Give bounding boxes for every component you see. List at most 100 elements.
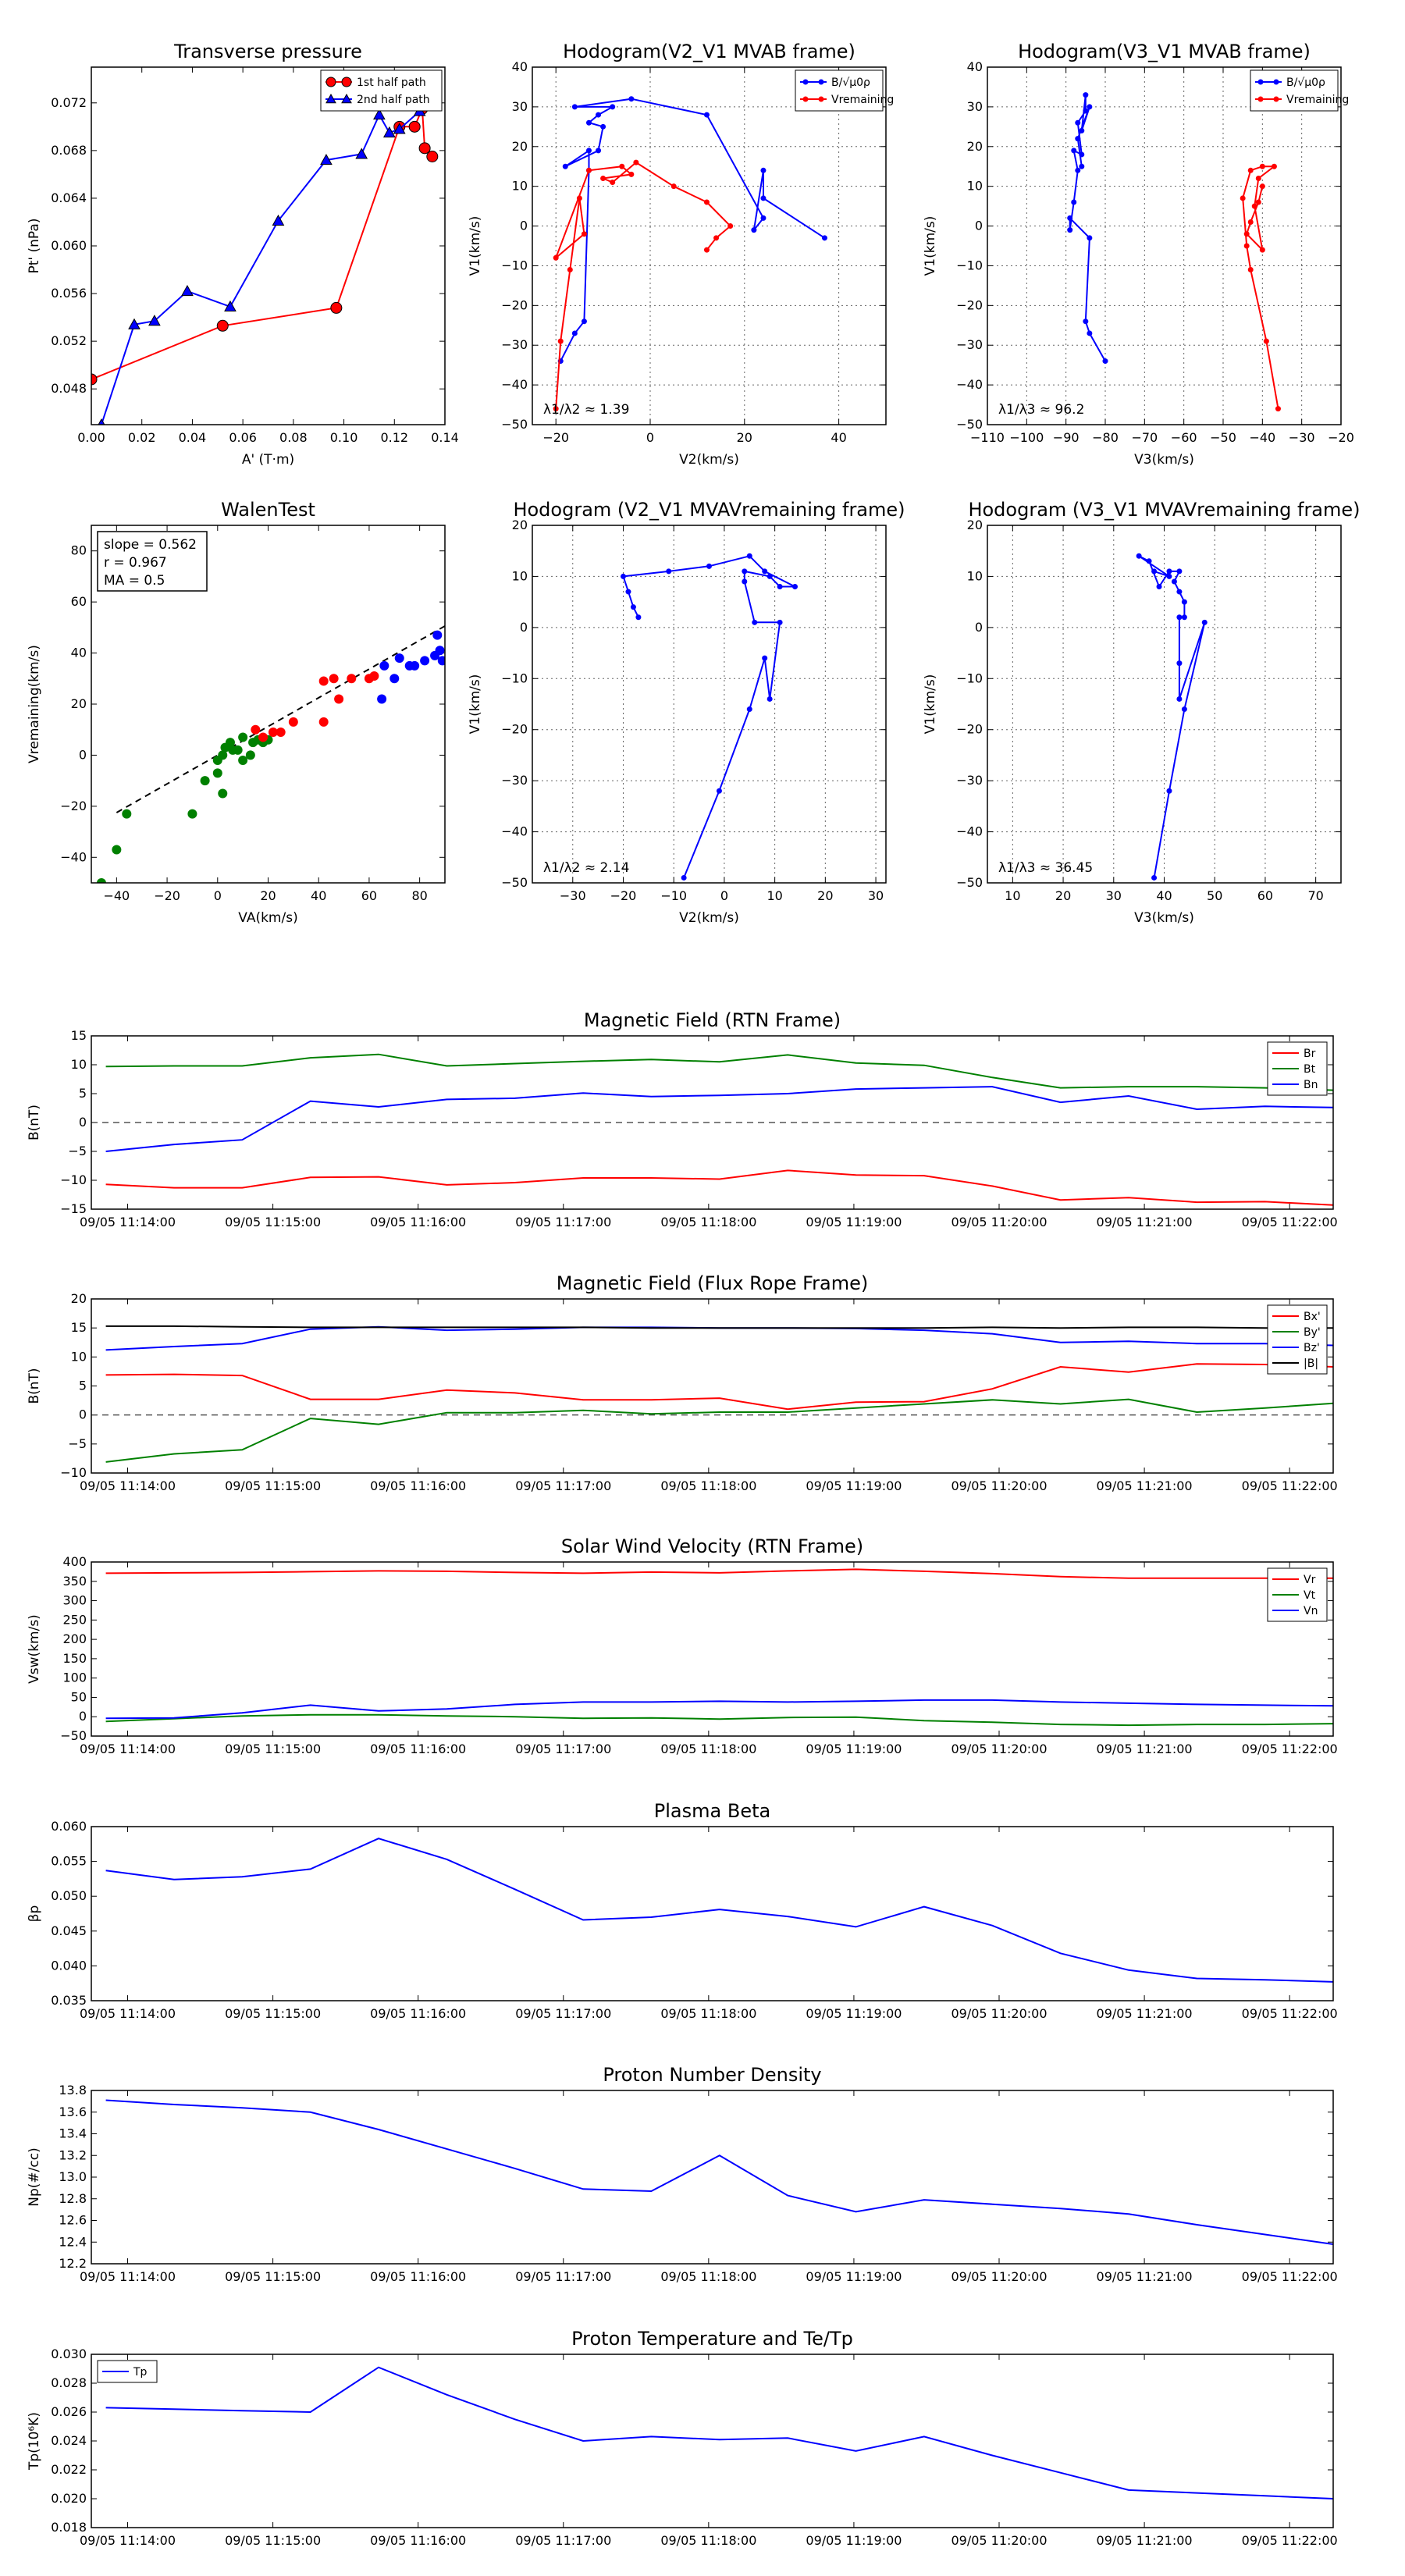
series-point [1087, 104, 1093, 110]
y-tick-label: −20 [60, 799, 87, 813]
chart-hodoR21: −30 −20 −10 0 10 20 30−50−40−30−20−1001020Hodo… [468, 499, 905, 926]
legend-marker [818, 96, 824, 102]
y-tick-label: 15 [71, 1028, 87, 1043]
y-tick-label: 12.8 [59, 2191, 87, 2206]
series-point [762, 655, 768, 661]
y-tick-label: 0 [79, 1407, 87, 1422]
chart-title: Magnetic Field (RTN Frame) [584, 1009, 841, 1031]
x-tick-label: 09/05 11:20:00 [951, 1215, 1047, 1229]
plot-frame [91, 525, 446, 884]
x-tick-label: 09/05 11:21:00 [1097, 1478, 1193, 1493]
legend-marker [802, 96, 809, 102]
x-tick-label: 09/05 11:16:00 [370, 1215, 466, 1229]
plot-background [91, 2354, 1333, 2528]
series-point [596, 148, 602, 154]
series-point [1071, 199, 1077, 205]
chart-title: Proton Number Density [603, 2064, 821, 2086]
series-point [1251, 203, 1257, 209]
y-tick-label: 0.018 [51, 2520, 87, 2535]
series-point [1075, 119, 1081, 126]
x-tick-label: 70 [1307, 888, 1323, 903]
plot-background [91, 1827, 1333, 2001]
y-tick-label: 13.2 [59, 2147, 87, 2162]
series-point [1075, 136, 1081, 142]
series-point [666, 568, 672, 575]
series-point [216, 319, 229, 332]
series-point [635, 614, 642, 621]
series-point [128, 318, 140, 329]
chart-title: Hodogram(V2_V1 MVAB frame) [563, 41, 855, 62]
series-point [1176, 660, 1183, 667]
series-line-0 [622, 555, 795, 878]
y-tick-label: 10 [71, 1349, 87, 1364]
y-tick-label: −10 [501, 258, 528, 272]
series-point [1171, 578, 1177, 585]
y-tick-label: 30 [512, 99, 528, 114]
series-point [1079, 127, 1085, 133]
series-point [1247, 267, 1254, 273]
y-tick-label: −30 [956, 773, 983, 788]
plot-area [1067, 92, 1281, 412]
chart-title: WalenTest [221, 499, 315, 521]
y-axis-label: B(nT) [27, 1368, 42, 1404]
legend-label: Vr [1304, 1574, 1316, 1586]
plot-area [620, 553, 799, 881]
legend-box [320, 69, 443, 112]
x-tick-label: 09/05 11:15:00 [225, 2269, 321, 2284]
y-axis-label: V1(km/s) [468, 216, 483, 276]
y-tick-label: 13.0 [59, 2169, 87, 2184]
legend-label: Bn [1304, 1079, 1318, 1091]
scatter-point [187, 809, 197, 819]
plot-frame [91, 66, 446, 425]
scatter-point [347, 674, 357, 684]
series-point [1181, 614, 1187, 621]
series-point [567, 267, 573, 273]
series-point [760, 215, 767, 221]
series-point [713, 235, 720, 241]
y-tick-label: −15 [60, 1201, 87, 1216]
series-point [1087, 235, 1093, 241]
legend-marker [1257, 79, 1264, 85]
y-tick-label: 10 [967, 179, 983, 194]
scatter-point [112, 845, 122, 855]
scatter-point [334, 694, 344, 704]
x-tick-label: 09/05 11:16:00 [370, 1742, 466, 1756]
series-point [1259, 183, 1265, 190]
x-tick-label: 09/05 11:15:00 [225, 2533, 321, 2548]
y-axis-label: Vsw(km/s) [27, 1614, 42, 1684]
x-tick-label: 09/05 11:20:00 [951, 1478, 1047, 1493]
series-point [1259, 163, 1265, 169]
y-tick-label: 350 [62, 1574, 87, 1589]
y-axis-label: Np(#/cc) [27, 2147, 42, 2206]
x-tick-label: 20 [260, 888, 276, 903]
y-tick-label: 0.035 [51, 1993, 87, 2008]
plot-background [987, 67, 1341, 425]
x-tick-label: 09/05 11:19:00 [806, 2269, 902, 2284]
x-tick-label: 09/05 11:15:00 [225, 1215, 321, 1229]
y-tick-label: −50 [501, 875, 528, 890]
series-point [585, 167, 592, 173]
x-tick-label: 10 [1005, 888, 1020, 903]
stats-line: r = 0.967 [104, 555, 167, 571]
series-point [1166, 788, 1172, 794]
series-point [1166, 573, 1172, 579]
y-tick-label: 0.052 [51, 333, 87, 348]
series-point [382, 126, 396, 138]
y-tick-label: 0.040 [51, 1958, 87, 1973]
y-tick-label: 250 [62, 1612, 87, 1627]
scatter-point [96, 878, 106, 883]
series-point [571, 330, 578, 336]
scatter-point [258, 732, 269, 742]
x-tick-label: 09/05 11:20:00 [951, 2006, 1047, 2021]
scatter-point [276, 727, 286, 737]
series-point [600, 175, 606, 181]
series-point [393, 123, 406, 134]
x-tick-label: 09/05 11:17:00 [515, 2006, 611, 2021]
series-point [1079, 151, 1085, 158]
x-tick-label: 0.10 [330, 430, 358, 445]
series-point [792, 584, 799, 590]
x-tick-label: −70 [1131, 430, 1158, 445]
y-tick-label: −10 [60, 1172, 87, 1187]
y-tick-label: 0.026 [51, 2404, 87, 2419]
